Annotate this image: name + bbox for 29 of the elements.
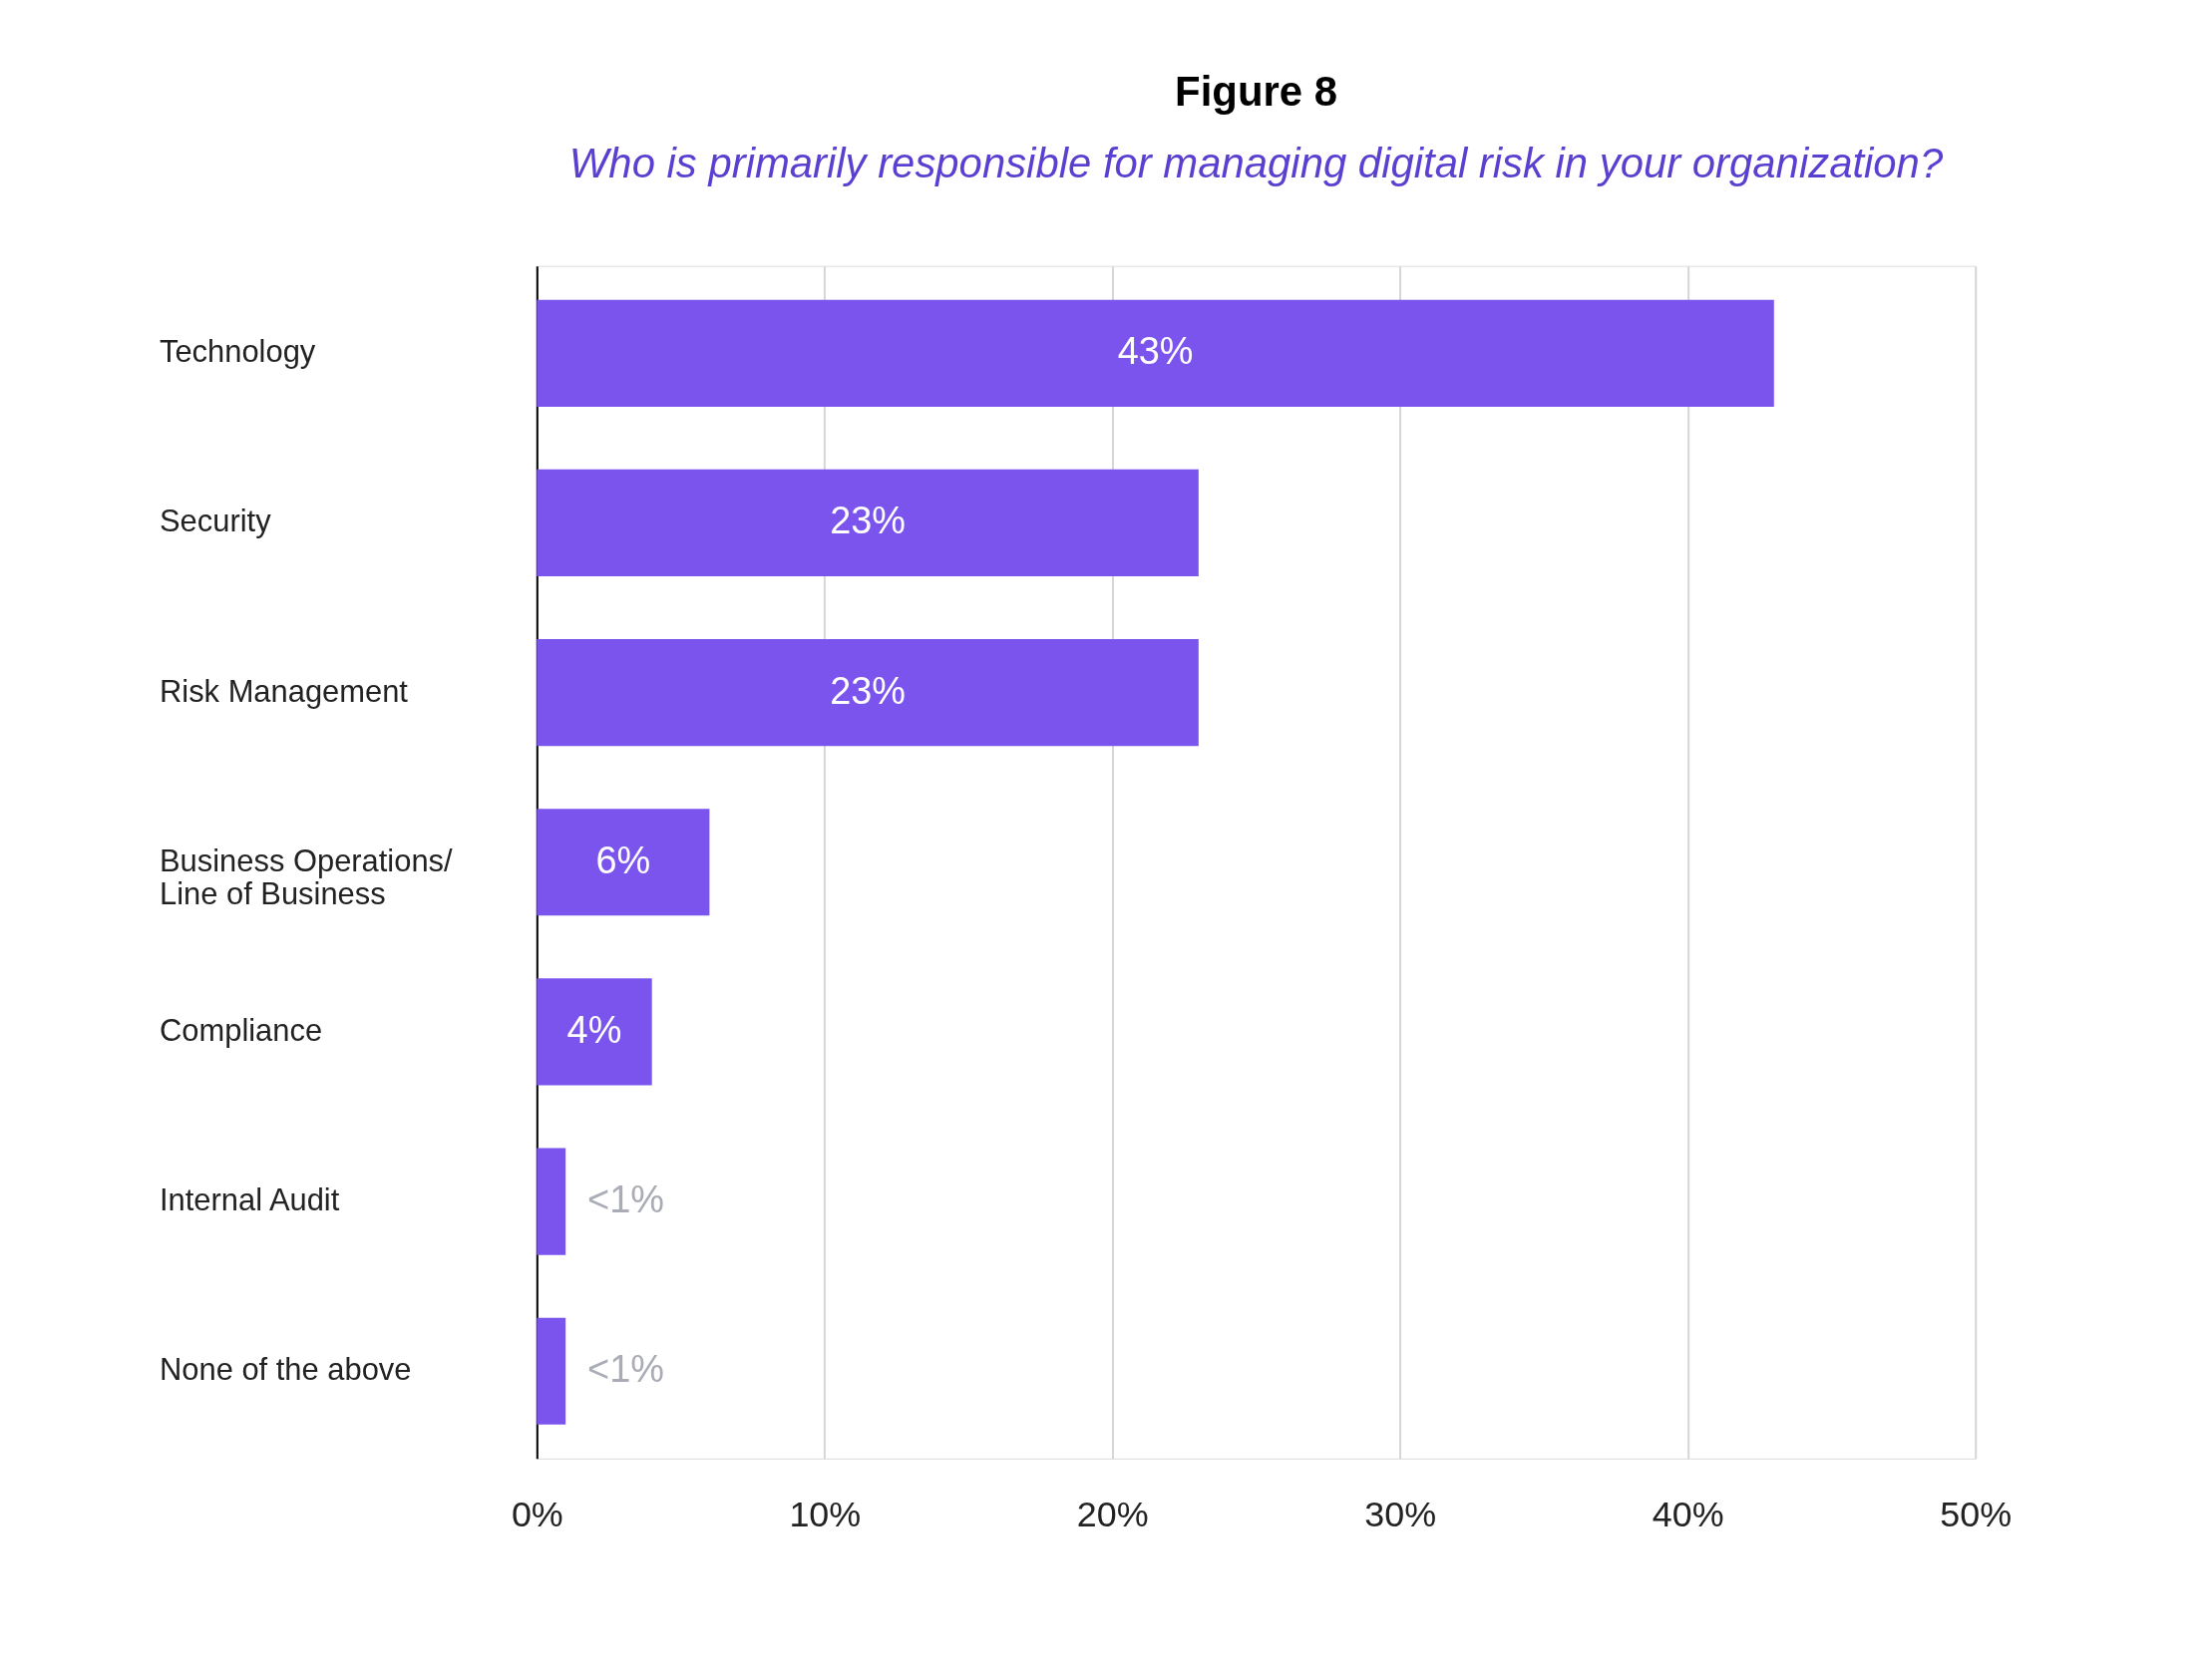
bar — [537, 469, 1199, 577]
bar — [537, 809, 710, 916]
bar — [537, 639, 1199, 747]
x-tick-label: 10% — [789, 1495, 862, 1535]
x-tick-label: 30% — [1364, 1495, 1437, 1535]
x-tick-label: 40% — [1652, 1495, 1724, 1535]
bar — [537, 978, 652, 1086]
bar — [537, 299, 1774, 407]
data-label: 23% — [830, 500, 906, 542]
y-tick-label: Internal Audit — [159, 1182, 340, 1218]
y-tick-label: Compliance — [159, 1012, 323, 1048]
bar — [537, 1148, 566, 1255]
x-tick-label: 0% — [511, 1495, 563, 1535]
y-tick-label: Business Operations/ Line of Business — [159, 842, 454, 911]
data-label: 6% — [595, 839, 651, 881]
x-tick-label: 20% — [1076, 1495, 1149, 1535]
bar — [537, 1317, 566, 1425]
y-tick-label: Technology — [159, 334, 316, 370]
chart-subtitle: Who is primarily responsible for managing digital risk in your organization? — [568, 139, 1944, 186]
y-tick-label: Security — [159, 504, 272, 539]
y-tick-label: Risk Management — [159, 673, 409, 709]
data-label: <1% — [587, 1348, 664, 1391]
y-tick-label: None of the above — [159, 1352, 412, 1388]
chart-title: Figure 8 — [1175, 68, 1337, 116]
data-label: 43% — [1117, 330, 1194, 373]
data-label: <1% — [587, 1178, 664, 1221]
data-label: 23% — [830, 669, 906, 712]
data-label: 4% — [566, 1008, 622, 1051]
x-tick-label: 50% — [1940, 1495, 2013, 1535]
